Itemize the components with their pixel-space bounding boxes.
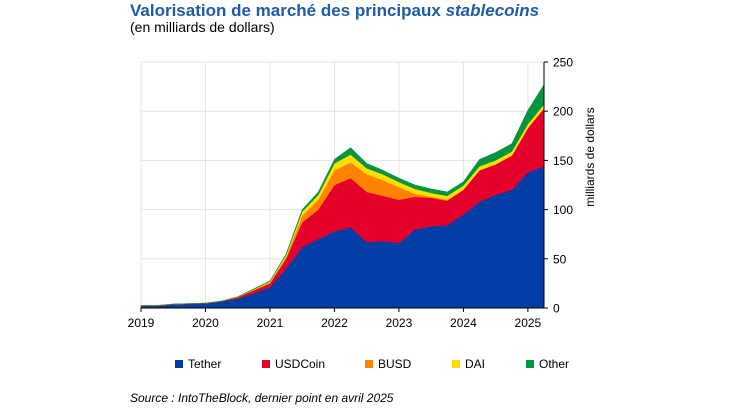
legend-item-usdcoin: USDCoin (262, 357, 325, 371)
x-tick-label: 2019 (128, 316, 155, 330)
title-text: Valorisation de marché des principaux (130, 1, 446, 20)
legend: Tether USDCoin BUSD DAI Other (0, 357, 730, 375)
y-tick-label: 100 (553, 203, 573, 217)
chart: 0 50 100 150 200 250 2019 2020 2021 2022 2023 2024 2… (128, 56, 597, 331)
y-axis-label: milliards de dollars (583, 107, 597, 206)
source-note: Source : IntoTheBlock, dernier point en … (130, 391, 394, 405)
legend-swatch (526, 360, 534, 368)
legend-swatch (175, 360, 183, 368)
legend-label: DAI (465, 357, 486, 371)
legend-item-other: Other (526, 357, 569, 371)
chart-title: Valorisation de marché des principaux st… (130, 1, 539, 21)
legend-swatch (452, 360, 460, 368)
legend-label: USDCoin (275, 357, 326, 371)
y-tick-label: 0 (553, 302, 560, 316)
x-tick-label: 2021 (257, 316, 284, 330)
y-tick-label: 150 (553, 154, 573, 168)
legend-label: Tether (188, 357, 222, 371)
legend-label: BUSD (378, 357, 412, 371)
title-italic: stablecoins (445, 1, 540, 20)
x-tick-label: 2022 (321, 316, 348, 330)
legend-swatch (365, 360, 373, 368)
x-tick-label: 2023 (386, 316, 413, 330)
x-tick-label: 2020 (192, 316, 219, 330)
x-tick-label: 2024 (450, 316, 477, 330)
y-tick-label: 250 (553, 56, 573, 70)
x-tick-label: 2025 (515, 316, 542, 330)
legend-item-dai: DAI (452, 357, 485, 371)
y-tick-label: 200 (553, 105, 573, 119)
legend-item-tether: Tether (175, 357, 221, 371)
legend-swatch (262, 360, 270, 368)
legend-label: Other (539, 357, 570, 371)
chart-subtitle: (en milliards de dollars) (130, 19, 275, 35)
legend-item-busd: BUSD (365, 357, 411, 371)
y-tick-label: 50 (553, 252, 567, 266)
